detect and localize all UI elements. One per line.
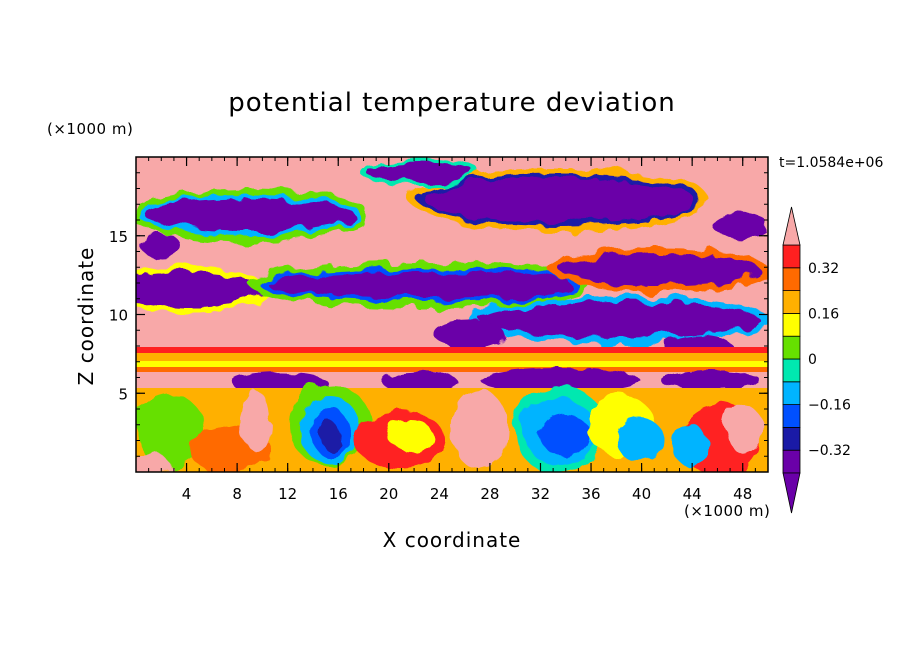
x-tick-label: 20 xyxy=(379,485,398,503)
x-tick-label: 48 xyxy=(733,485,752,503)
colorbar-extend-min xyxy=(782,472,801,514)
y-tick-label: 10 xyxy=(109,307,128,325)
colorbar-bin xyxy=(782,381,801,405)
x-tick-label: 28 xyxy=(480,485,499,503)
colorbar-bin xyxy=(782,426,801,451)
x-tick-label: 16 xyxy=(329,485,348,503)
timestamp-label: t=1.0584e+06 xyxy=(779,155,884,171)
colorbar-label: 0.32 xyxy=(808,261,839,277)
x-tick-label: 24 xyxy=(430,485,449,503)
colorbar-bin xyxy=(782,449,801,474)
x-axis-label: X coordinate xyxy=(382,528,522,552)
x-tick-label: 40 xyxy=(632,485,651,503)
colorbar-bin xyxy=(782,404,801,428)
colorbar-label: 0.16 xyxy=(808,306,839,322)
colorbar-bin xyxy=(782,267,801,291)
x-tick-label: 44 xyxy=(683,485,702,503)
y-scale-note: (×1000 m) xyxy=(47,120,134,138)
colorbar-label: −0.16 xyxy=(808,398,851,414)
y-tick-label: 15 xyxy=(109,228,128,246)
colorbar-bin xyxy=(782,335,801,360)
x-tick-label: 4 xyxy=(182,485,192,503)
x-tick-label: 12 xyxy=(278,485,297,503)
colorbar-bin xyxy=(782,290,801,314)
y-tick-label: 5 xyxy=(118,385,128,403)
x-tick-label: 36 xyxy=(581,485,600,503)
chart-title: potential temperature deviation xyxy=(228,88,676,118)
colorbar-bin xyxy=(782,244,801,269)
x-scale-note: (×1000 m) xyxy=(684,502,771,520)
x-tick-label: 8 xyxy=(232,485,242,503)
colorbar-bin xyxy=(782,312,801,337)
colorbar-extend-max xyxy=(782,206,801,246)
colorbar-label: −0.32 xyxy=(808,443,851,459)
contour-field xyxy=(136,157,768,472)
x-tick-label: 32 xyxy=(531,485,550,503)
colorbar-bin xyxy=(782,358,801,383)
colorbar-label: 0 xyxy=(808,352,817,368)
